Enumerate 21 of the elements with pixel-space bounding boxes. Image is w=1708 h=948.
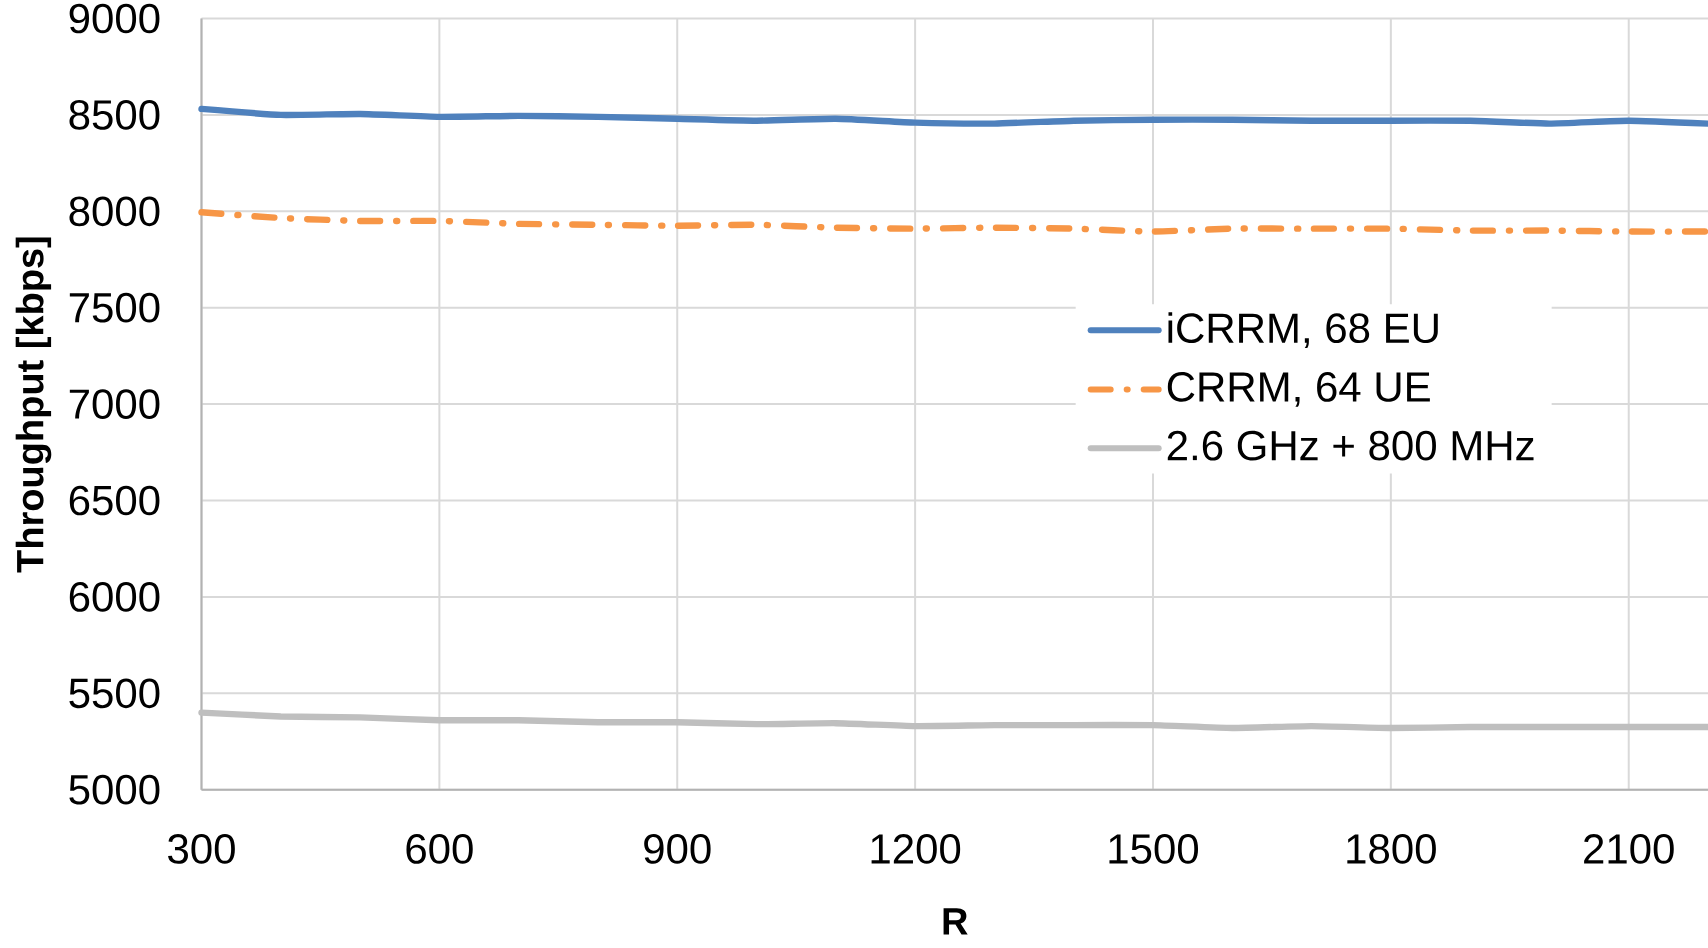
x-tick-label: 900 [644,834,711,864]
y-tick-label: 8000 [69,196,160,227]
x-tick-label: 1500 [1109,834,1199,864]
y-tick-label: 6500 [69,485,160,516]
y-tick-label: 7500 [69,292,160,323]
y-tick-label: 8500 [69,100,160,130]
y-tick-label: 7000 [69,389,160,419]
y-tick-label: 5500 [69,678,160,709]
x-tick-label: 600 [406,834,473,864]
legend-label: 2.6 GHz + 800 MHz [1167,430,1534,461]
y-axis-title: Throughput [kbps] [15,237,52,573]
y-tick-label: 5000 [69,774,160,805]
y-tick-label: 6000 [69,582,160,612]
y-tick-label: 9000 [69,3,160,34]
x-tick-label: 300 [168,834,235,864]
x-tick-label: 1800 [1347,834,1436,864]
x-tick-label: 2100 [1584,834,1674,864]
x-tick-label: 1200 [871,834,961,864]
x-axis-title: R [943,908,968,935]
legend-label: iCRRM, 68 EU [1168,312,1438,349]
legend-label: CRRM, 64 UE [1167,372,1430,407]
